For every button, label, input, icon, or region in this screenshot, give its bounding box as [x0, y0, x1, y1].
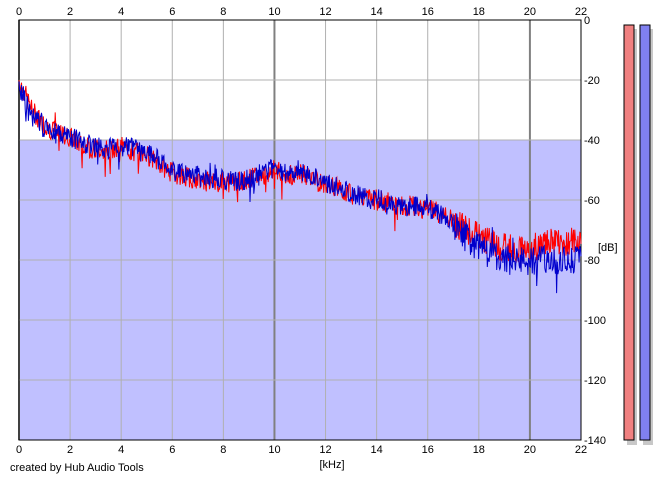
x-tick-label-bottom: 22 — [575, 444, 587, 456]
x-tick-label-top: 14 — [371, 6, 383, 18]
series-line-1 — [18, 81, 582, 294]
x-tick-labels-top: 0 2 4 6 8 10 12 14 16 18 20 22 — [16, 6, 587, 18]
x-tick-label-bottom: 2 — [67, 444, 73, 456]
level-meter-0 — [623, 24, 635, 441]
x-axis-label: [kHz] — [319, 459, 344, 471]
series-line-0 — [18, 80, 582, 263]
x-tick-label-bottom: 12 — [319, 444, 331, 456]
credit-text: created by Hub Audio Tools — [10, 462, 144, 474]
x-tick-label-top: 10 — [268, 6, 280, 18]
y-tick-label: 0 — [584, 15, 590, 27]
y-tick-label: -80 — [584, 255, 600, 267]
x-tick-label-top: 18 — [473, 6, 485, 18]
y-tick-label: -60 — [584, 195, 600, 207]
x-tick-label-top: 12 — [319, 6, 331, 18]
x-tick-label-bottom: 6 — [169, 444, 175, 456]
y-tick-label: -120 — [584, 375, 606, 387]
x-tick-label-bottom: 18 — [473, 444, 485, 456]
x-tick-label-bottom: 14 — [371, 444, 383, 456]
x-tick-label-bottom: 10 — [268, 444, 280, 456]
x-tick-label-top: 0 — [16, 6, 22, 18]
x-tick-label-top: 8 — [220, 6, 226, 18]
x-tick-label-top: 6 — [169, 6, 175, 18]
x-tick-label-bottom: 16 — [422, 444, 434, 456]
x-tick-label-top: 22 — [575, 6, 587, 18]
spectrum-fill — [19, 140, 581, 440]
y-tick-label: -20 — [584, 75, 600, 87]
y-tick-labels: 0 -20 -40 -60 -80 -100 -120 -140 — [584, 15, 606, 447]
y-tick-label: -100 — [584, 315, 606, 327]
x-tick-label-top: 4 — [118, 6, 124, 18]
x-tick-label-top: 20 — [524, 6, 536, 18]
spectrum-fill-area — [19, 140, 581, 440]
level-meters — [623, 24, 653, 445]
y-tick-label: -40 — [584, 135, 600, 147]
x-tick-label-bottom: 20 — [524, 444, 536, 456]
level-meter-1 — [639, 24, 651, 441]
x-tick-label-top: 16 — [422, 6, 434, 18]
plot-frame — [18, 19, 582, 441]
y-tick-label: -140 — [584, 435, 606, 447]
y-axis-label: [dB] — [598, 242, 618, 254]
x-tick-label-bottom: 4 — [118, 444, 124, 456]
series-lines — [18, 80, 582, 294]
x-tick-label-top: 2 — [67, 6, 73, 18]
x-tick-label-bottom: 8 — [220, 444, 226, 456]
x-tick-label-bottom: 0 — [16, 444, 22, 456]
x-tick-labels-bottom: 0 2 4 6 8 10 12 14 16 18 20 22 — [16, 444, 587, 456]
